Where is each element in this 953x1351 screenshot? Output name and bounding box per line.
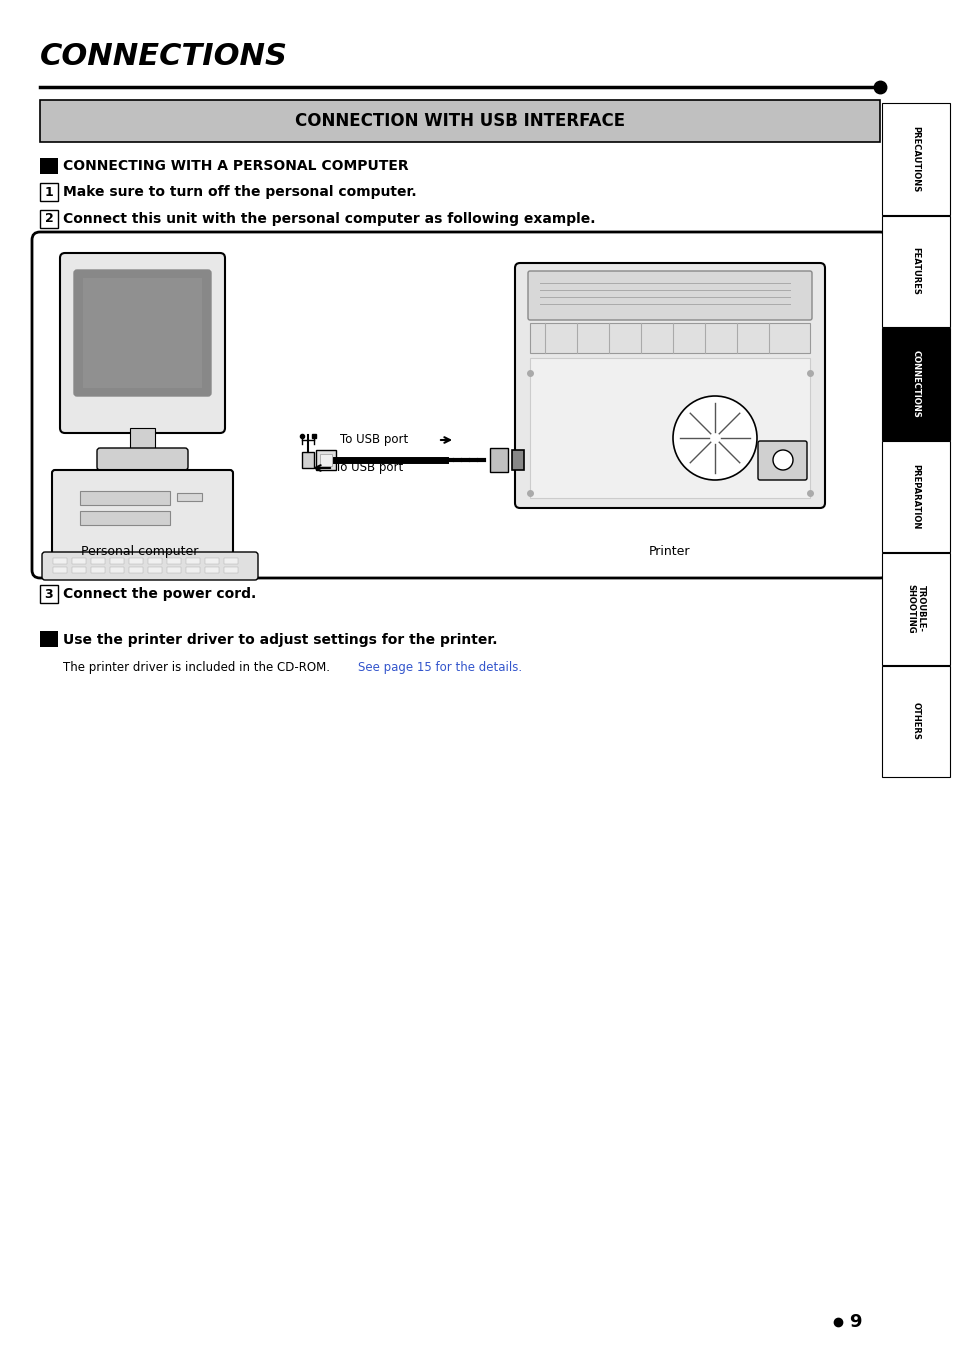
Text: Printer: Printer [649,544,690,558]
Bar [882,440,949,553]
Text: 2: 2 [45,212,53,226]
Bar [882,328,949,439]
FancyBboxPatch shape [40,182,58,201]
Text: See page 15 for the details.: See page 15 for the details. [357,662,521,674]
Bar [224,567,237,573]
Bar [882,216,949,327]
Bar [91,558,105,563]
Text: The printer driver is included in the CD-ROM.: The printer driver is included in the CD… [63,662,334,674]
Text: Make sure to turn off the personal computer.: Make sure to turn off the personal compu… [63,185,416,199]
FancyBboxPatch shape [60,253,225,434]
Bar [53,567,67,573]
Bar [167,558,181,563]
Bar [882,103,949,215]
Bar [315,450,335,470]
Text: 9: 9 [848,1313,861,1331]
Text: Use the printer driver to adjust settings for the printer.: Use the printer driver to adjust setting… [63,634,497,647]
Bar [882,666,949,777]
Bar [148,567,162,573]
Bar [80,511,170,526]
FancyBboxPatch shape [40,209,58,228]
Bar [71,567,86,573]
Bar [110,558,124,563]
FancyBboxPatch shape [74,270,211,396]
Text: 3: 3 [45,588,53,600]
FancyBboxPatch shape [40,100,879,142]
Bar [205,567,219,573]
Bar [177,493,202,501]
Text: To USB port: To USB port [335,462,403,474]
Bar [490,449,507,471]
Text: PREPARATION: PREPARATION [910,463,920,530]
FancyBboxPatch shape [52,470,233,557]
Circle shape [772,450,792,470]
Bar [167,567,181,573]
Bar [186,567,200,573]
FancyBboxPatch shape [40,585,58,603]
Text: To USB port: To USB port [339,434,408,446]
Bar [83,278,202,388]
Bar [205,558,219,563]
Bar [512,450,523,470]
Text: TROUBLE-
SHOOTING: TROUBLE- SHOOTING [905,584,924,634]
Text: Connect the power cord.: Connect the power cord. [63,586,256,601]
Bar [110,567,124,573]
Bar [530,323,809,353]
Text: OTHERS: OTHERS [910,703,920,740]
Bar [40,158,58,174]
FancyBboxPatch shape [32,232,887,578]
Text: PRECAUTIONS: PRECAUTIONS [910,126,920,192]
Bar [40,631,58,647]
Text: CONNECTIONS: CONNECTIONS [40,42,288,72]
Circle shape [672,396,757,480]
Bar [91,567,105,573]
Text: Connect this unit with the personal computer as following example.: Connect this unit with the personal comp… [63,212,595,226]
Bar [71,558,86,563]
Bar [530,358,809,499]
FancyBboxPatch shape [758,440,806,480]
Bar [129,567,143,573]
Bar [129,558,143,563]
Bar [882,553,949,665]
Bar [224,558,237,563]
FancyBboxPatch shape [527,272,811,320]
Text: CONNECTION WITH USB INTERFACE: CONNECTION WITH USB INTERFACE [294,112,624,130]
Bar [53,558,67,563]
Bar [130,428,154,453]
Bar [302,453,314,467]
FancyBboxPatch shape [515,263,824,508]
FancyBboxPatch shape [42,553,257,580]
Text: FEATURES: FEATURES [910,247,920,295]
Text: 1: 1 [45,185,53,199]
FancyBboxPatch shape [97,449,188,470]
Bar [148,558,162,563]
Bar [186,558,200,563]
Text: CONNECTIONS: CONNECTIONS [910,350,920,417]
Bar [80,490,170,505]
Text: CONNECTING WITH A PERSONAL COMPUTER: CONNECTING WITH A PERSONAL COMPUTER [63,159,408,173]
Text: Personal computer: Personal computer [81,544,198,558]
Bar [319,454,332,466]
